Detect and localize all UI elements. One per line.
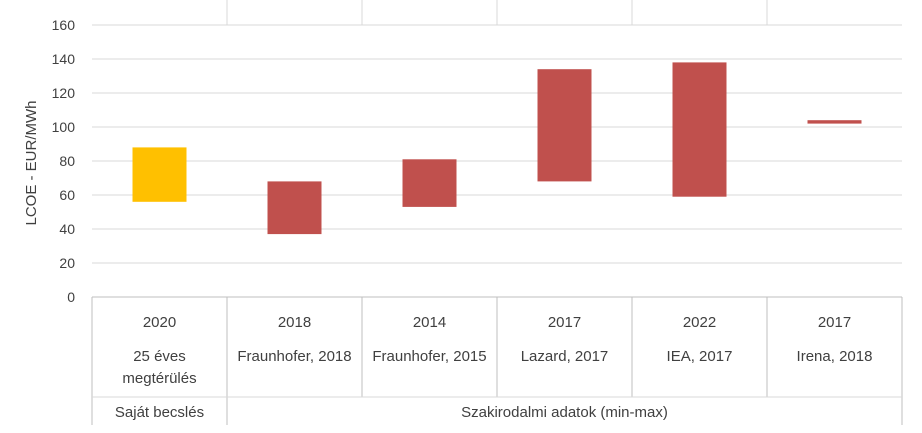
- y-tick-label: 20: [59, 255, 75, 271]
- range-bar: [402, 159, 457, 207]
- y-tick-label: 40: [59, 221, 75, 237]
- group-label: Saját becslés: [115, 404, 204, 421]
- category-year: 2014: [413, 314, 446, 331]
- range-bars: [132, 62, 862, 235]
- category-source: Fraunhofer, 2018: [237, 348, 351, 365]
- range-bar: [807, 120, 862, 124]
- y-axis-ticks: 0 20 40 60 80 100 120 140 160: [52, 17, 76, 305]
- y-tick-label: 120: [52, 85, 76, 101]
- category-year: 2017: [818, 314, 851, 331]
- category-table: 2020 25 éves megtérülés 2018 Fraunhofer, 201…: [91, 297, 903, 425]
- category-source: megtérülés: [122, 370, 196, 387]
- category-source: IEA, 2017: [667, 348, 733, 365]
- category-source: 25 éves: [133, 348, 186, 365]
- y-tick-label: 140: [52, 51, 76, 67]
- category-year: 2020: [143, 314, 176, 331]
- y-tick-label: 160: [52, 17, 76, 33]
- category-source: Fraunhofer, 2015: [372, 348, 486, 365]
- category-year: 2017: [548, 314, 581, 331]
- category-source: Lazard, 2017: [521, 348, 609, 365]
- y-tick-label: 60: [59, 187, 75, 203]
- range-bar: [267, 181, 322, 235]
- y-tick-label: 80: [59, 153, 75, 169]
- group-label: Szakirodalmi adatok (min-max): [461, 404, 668, 421]
- y-axis-title: LCOE - EUR/MWh: [23, 100, 40, 225]
- y-tick-label: 100: [52, 119, 76, 135]
- category-year: 2018: [278, 314, 311, 331]
- range-bar: [672, 62, 727, 197]
- category-source: Irena, 2018: [797, 348, 873, 365]
- range-bar: [132, 147, 187, 202]
- category-year: 2022: [683, 314, 716, 331]
- y-tick-label: 0: [67, 289, 75, 305]
- gridlines: [92, 0, 902, 298]
- range-bar: [537, 69, 592, 182]
